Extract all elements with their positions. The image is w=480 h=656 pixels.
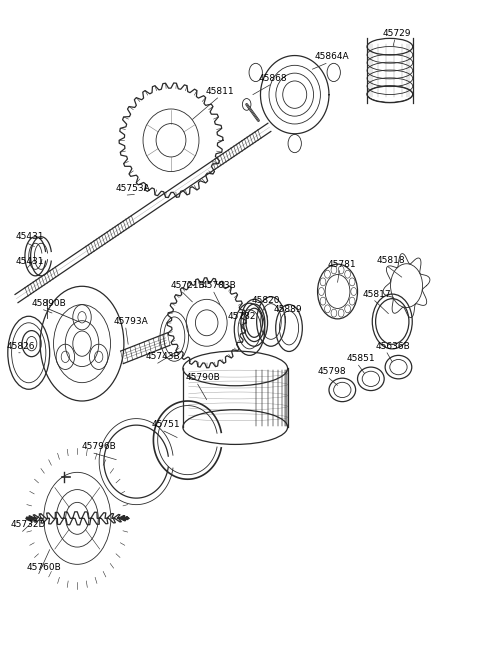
Text: 45636B: 45636B: [375, 342, 410, 351]
Text: 45781: 45781: [327, 260, 356, 268]
Circle shape: [242, 98, 251, 110]
Text: 45732D: 45732D: [11, 520, 46, 529]
Text: 45783B: 45783B: [202, 281, 237, 290]
Text: 45817: 45817: [363, 289, 391, 298]
Text: 45760B: 45760B: [27, 563, 61, 572]
Text: 45431: 45431: [15, 257, 44, 266]
Text: 45782: 45782: [228, 312, 256, 321]
Text: 45790B: 45790B: [186, 373, 220, 382]
Text: 45743B: 45743B: [146, 352, 180, 361]
Text: 45751: 45751: [152, 420, 180, 429]
Text: 45826: 45826: [7, 342, 36, 351]
Text: 45796B: 45796B: [82, 442, 117, 451]
Text: 45890B: 45890B: [32, 298, 66, 308]
Text: 45753A: 45753A: [115, 184, 150, 193]
Text: 45811: 45811: [206, 87, 234, 96]
Text: 45864A: 45864A: [314, 52, 349, 62]
Text: 45818: 45818: [376, 256, 405, 265]
Text: 45793A: 45793A: [114, 317, 149, 326]
Text: 45431: 45431: [15, 232, 44, 241]
Text: 45868: 45868: [258, 74, 287, 83]
Text: 45729: 45729: [383, 29, 411, 38]
Text: 45721B: 45721B: [170, 281, 205, 290]
Text: 45820: 45820: [252, 296, 280, 305]
Text: 45851: 45851: [347, 354, 375, 363]
Text: 45889: 45889: [273, 305, 302, 314]
Text: 45798: 45798: [317, 367, 346, 376]
